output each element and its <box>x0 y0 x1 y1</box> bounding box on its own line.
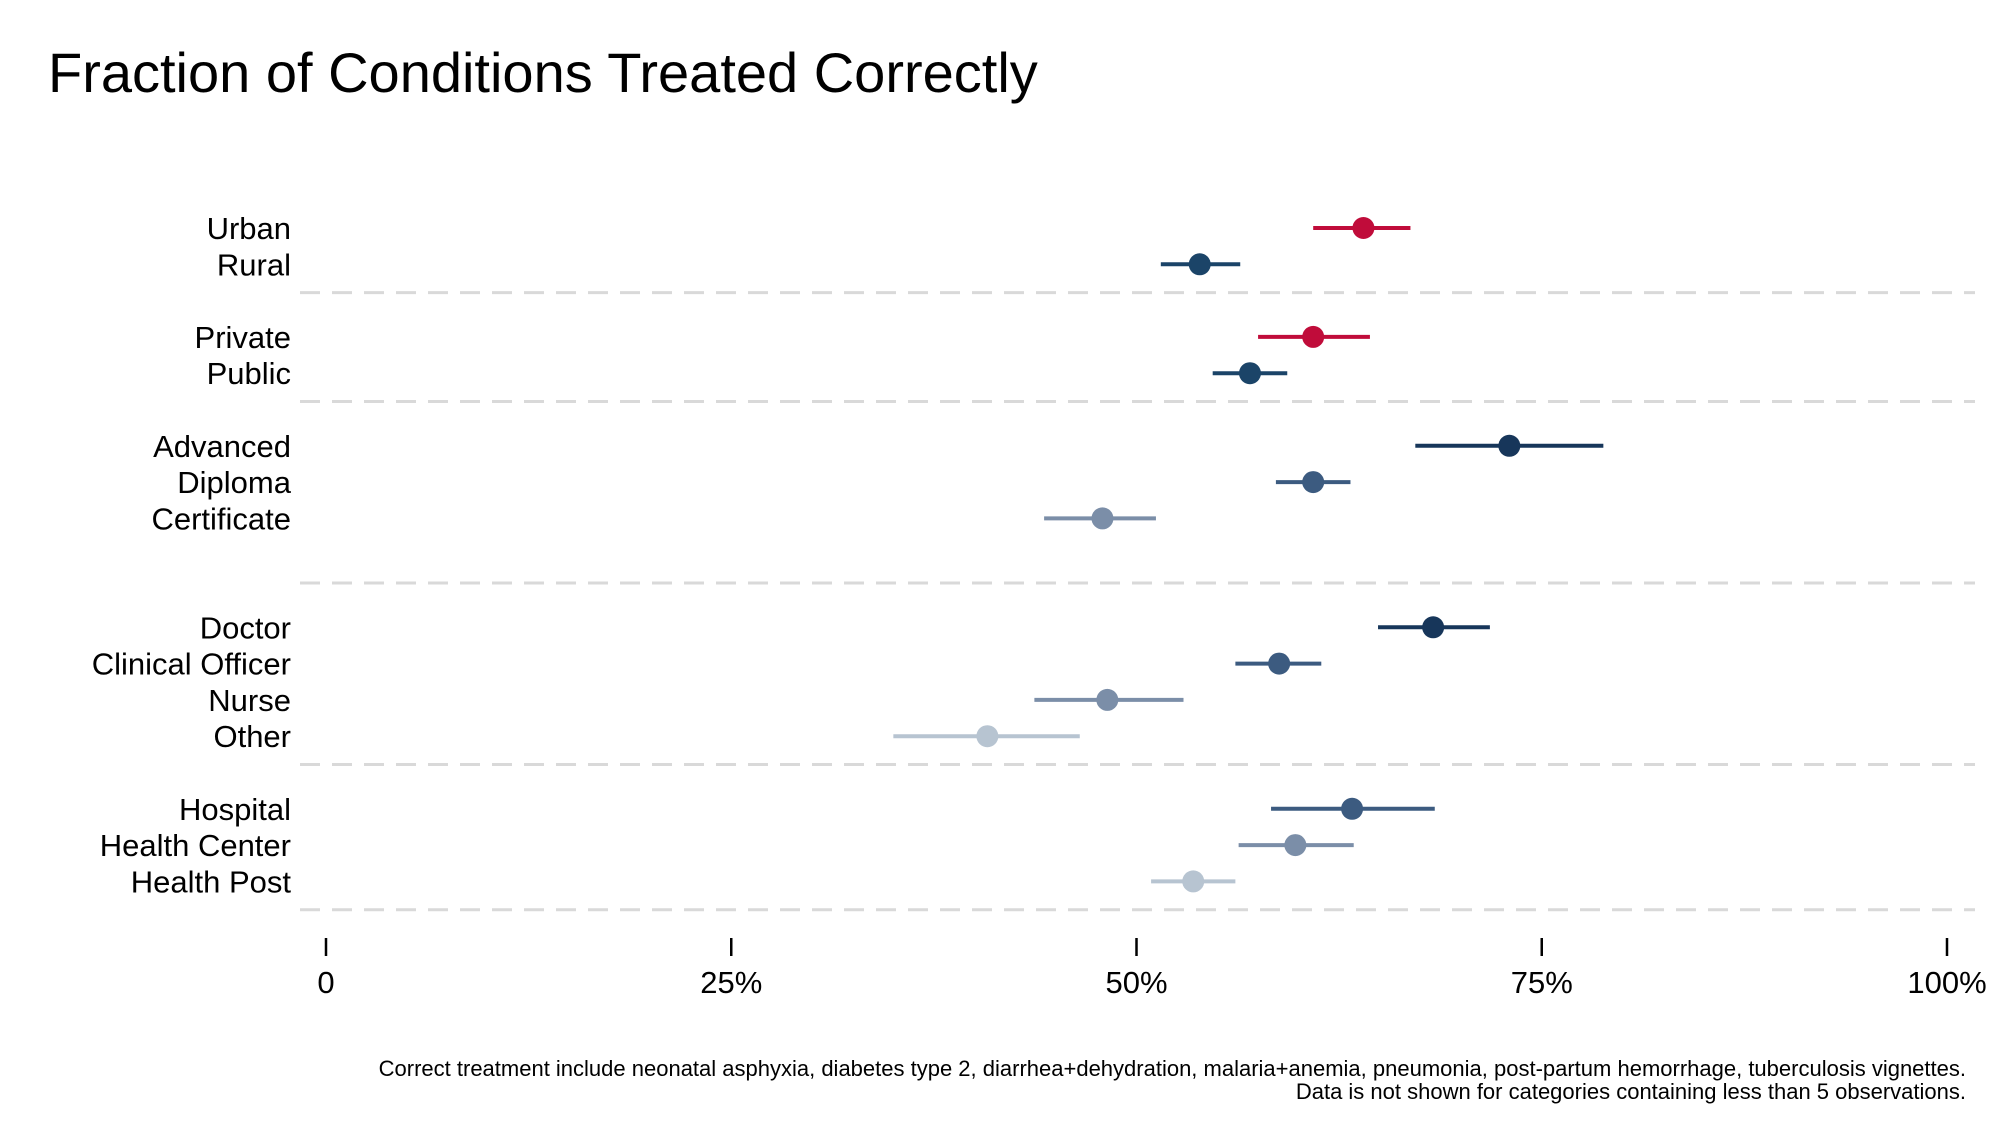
point-rural <box>1188 253 1211 276</box>
label-diploma: Diploma <box>177 465 291 500</box>
x-axis: 0 25% 50% 75% 100% <box>317 938 1987 1000</box>
point-doctor <box>1422 616 1445 639</box>
point-diploma <box>1302 471 1325 494</box>
x-tick-label-25: 25% <box>700 965 762 1000</box>
point-health-post <box>1182 870 1205 893</box>
footnotes: Correct treatment include neonatal asphy… <box>379 1056 1966 1104</box>
label-urban: Urban <box>207 211 291 246</box>
chart-title: Fraction of Conditions Treated Correctly <box>48 41 1038 104</box>
point-hospital <box>1341 797 1364 820</box>
footnote-line-1: Correct treatment include neonatal asphy… <box>379 1056 1966 1081</box>
interval-lines <box>893 226 1604 884</box>
point-public <box>1238 362 1261 385</box>
label-doctor: Doctor <box>200 610 291 645</box>
point-other <box>976 725 999 748</box>
label-clinical-officer: Clinical Officer <box>92 647 291 682</box>
x-tick-label-50: 50% <box>1105 965 1167 1000</box>
point-clinical-officer <box>1268 652 1291 675</box>
group-separators <box>300 291 1975 912</box>
point-health-center <box>1284 834 1307 857</box>
label-public: Public <box>207 356 291 391</box>
point-private <box>1302 325 1325 348</box>
label-rural: Rural <box>217 247 291 282</box>
point-advanced <box>1498 434 1521 457</box>
label-hospital: Hospital <box>179 792 291 827</box>
label-certificate: Certificate <box>151 501 291 536</box>
x-tick-label-75: 75% <box>1511 965 1573 1000</box>
label-health-post: Health Post <box>131 864 292 899</box>
point-urban <box>1352 217 1375 239</box>
point-nurse <box>1096 688 1119 711</box>
label-nurse: Nurse <box>208 683 291 718</box>
label-other: Other <box>213 719 291 754</box>
label-advanced: Advanced <box>153 429 291 464</box>
label-health-center: Health Center <box>100 828 291 863</box>
x-tick-label-100: 100% <box>1907 965 1986 1000</box>
x-tick-label-0: 0 <box>317 965 334 1000</box>
point-certificate <box>1091 507 1114 530</box>
label-private: Private <box>195 320 291 355</box>
footnote-line-2: Data is not shown for categories contain… <box>1296 1079 1966 1104</box>
estimate-points <box>976 217 1521 893</box>
